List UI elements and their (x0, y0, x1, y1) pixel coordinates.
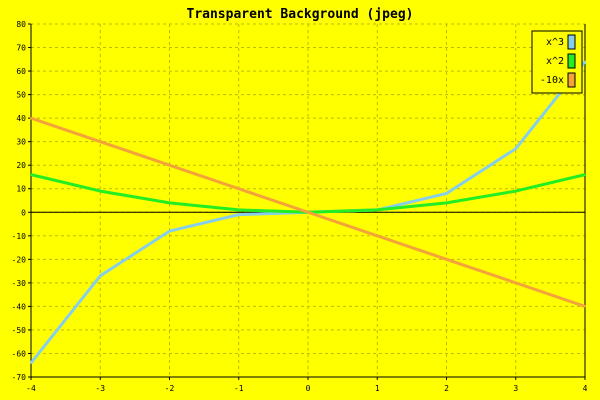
y-tick-label: -50 (12, 326, 27, 335)
data-point (514, 147, 517, 150)
data-point (237, 208, 240, 211)
chart-title: Transparent Background (jpeg) (187, 7, 414, 22)
x-tick-label: 4 (583, 384, 588, 393)
data-point (99, 140, 102, 143)
y-tick-label: 0 (21, 208, 26, 217)
data-point (514, 281, 517, 284)
legend-swatch (567, 34, 576, 50)
series-lines (29, 60, 587, 364)
y-tick-label: 50 (16, 91, 26, 100)
x-tick-label: -1 (234, 384, 244, 393)
grid-lines (30, 23, 586, 378)
x-tick-label: 1 (375, 384, 380, 393)
legend-swatch (567, 72, 576, 88)
x-tick-label: -4 (26, 384, 36, 393)
data-point (445, 258, 448, 261)
data-point (168, 230, 171, 233)
y-tick-label: 10 (16, 185, 26, 194)
data-point (376, 234, 379, 237)
x-tick-label: -3 (95, 384, 105, 393)
legend-label: x^2 (546, 56, 564, 67)
legend-swatch (567, 53, 576, 69)
y-tick-label: -70 (12, 373, 27, 382)
y-tick-label: 80 (16, 20, 26, 29)
data-point (584, 60, 586, 63)
y-tick-label: -20 (12, 255, 27, 264)
y-tick-label: 30 (16, 138, 26, 147)
data-point (584, 305, 586, 308)
y-tick-label: -40 (12, 302, 27, 311)
data-point (514, 190, 517, 193)
y-tick-label: 70 (16, 44, 26, 53)
data-point (168, 164, 171, 167)
tick-labels: 80706050403020100-10-20-30-40-50-60-70-4… (12, 20, 588, 393)
data-point (168, 201, 171, 204)
y-tick-label: -10 (12, 232, 27, 241)
data-point (445, 192, 448, 195)
data-point (237, 187, 240, 190)
data-point (584, 173, 586, 176)
data-point (30, 361, 32, 364)
data-point (445, 201, 448, 204)
data-point (307, 211, 309, 214)
data-point (376, 208, 379, 211)
legend-label: -10x (540, 75, 564, 86)
legend: x^3 x^2 -10x (531, 30, 583, 94)
data-point (99, 274, 102, 277)
x-tick-label: -2 (165, 384, 175, 393)
legend-label: x^3 (546, 37, 564, 48)
y-tick-label: 60 (16, 67, 26, 76)
x-tick-label: 0 (306, 384, 311, 393)
y-tick-label: 40 (16, 114, 26, 123)
data-point (30, 117, 32, 120)
y-tick-label: -60 (12, 349, 27, 358)
data-point (99, 190, 102, 193)
y-tick-label: -30 (12, 279, 27, 288)
x-tick-label: 2 (444, 384, 449, 393)
data-point (30, 173, 32, 176)
y-tick-label: 20 (16, 161, 26, 170)
x-tick-label: 3 (513, 384, 518, 393)
data-point (237, 213, 240, 216)
